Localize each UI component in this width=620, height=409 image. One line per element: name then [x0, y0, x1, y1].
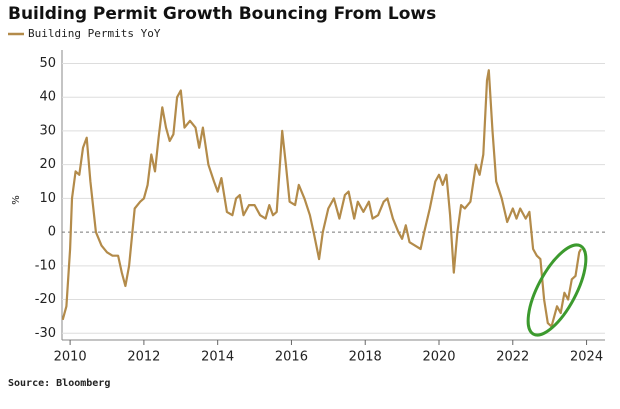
x-tick-label: 2022 — [496, 350, 529, 365]
x-tick-label: 2016 — [275, 350, 308, 365]
x-tick-label: 2018 — [349, 350, 382, 365]
y-tick-label: -20 — [35, 292, 56, 307]
source: Source: Bloomberg — [8, 378, 110, 389]
y-tick-label: 0 — [48, 225, 56, 240]
y-tick-label: 50 — [39, 56, 56, 71]
y-tick-label: 20 — [39, 157, 56, 172]
y-axis-label: % — [11, 195, 22, 205]
x-tick-label: 2014 — [201, 350, 234, 365]
y-tick-label: 10 — [39, 191, 56, 206]
y-tick-label: 40 — [39, 90, 56, 105]
y-tick-label: -10 — [35, 258, 56, 273]
chart-title: Building Permit Growth Bouncing From Low… — [8, 4, 436, 24]
data-line — [61, 69, 582, 328]
x-tick-label: 2012 — [127, 350, 160, 365]
highlight-ellipse — [526, 243, 588, 337]
y-tick-label: -30 — [35, 326, 56, 341]
y-tick-label: 30 — [39, 123, 56, 138]
x-tick-label: 2024 — [570, 350, 603, 365]
legend-label: Building Permits YoY — [28, 27, 161, 40]
x-tick-label: 2020 — [422, 350, 455, 365]
x-tick-label: 2010 — [54, 350, 87, 365]
